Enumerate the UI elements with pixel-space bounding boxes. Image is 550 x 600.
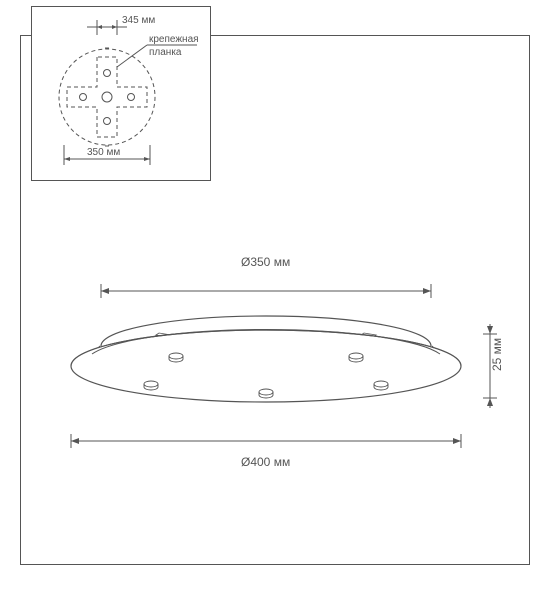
- h-arrow-b: [487, 398, 493, 406]
- main-diagram: Ø350 мм: [21, 36, 531, 566]
- top-arrow-r: [112, 25, 117, 29]
- m-top-arrow-r: [423, 288, 431, 294]
- top-arrow-l: [97, 25, 102, 29]
- h-label: 25 мм: [490, 338, 504, 371]
- m-bot-arrow-l: [71, 438, 79, 444]
- m-top-label: Ø350 мм: [241, 255, 290, 269]
- main-frame: 345 мм крепежная планка 350 мм: [20, 35, 530, 565]
- m-top-arrow-l: [101, 288, 109, 294]
- top-dim-label: 345 мм: [122, 15, 155, 26]
- h-arrow-t: [487, 326, 493, 334]
- page-root: 345 мм крепежная планка 350 мм: [0, 0, 550, 600]
- m-bot-label: Ø400 мм: [241, 455, 290, 469]
- m-bot-arrow-r: [453, 438, 461, 444]
